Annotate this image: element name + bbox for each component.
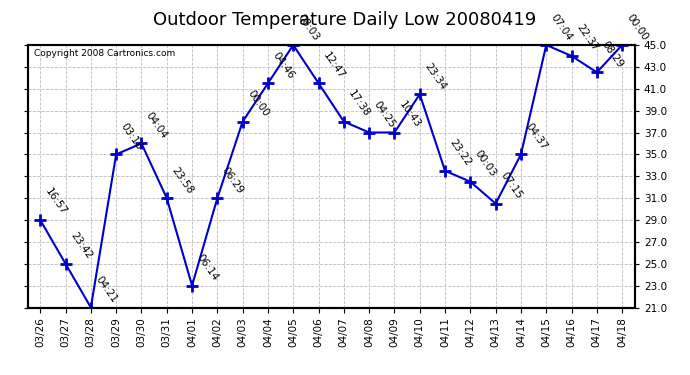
Text: 07:04: 07:04 xyxy=(549,12,574,42)
Text: 17:38: 17:38 xyxy=(346,88,372,119)
Text: 00:03: 00:03 xyxy=(473,149,498,179)
Text: 04:46: 04:46 xyxy=(270,50,296,81)
Text: 08:29: 08:29 xyxy=(600,39,625,70)
Text: 03:16: 03:16 xyxy=(119,121,144,152)
Text: 23:42: 23:42 xyxy=(68,231,94,261)
Text: 10:43: 10:43 xyxy=(397,99,423,130)
Text: 23:22: 23:22 xyxy=(448,138,473,168)
Text: 12:47: 12:47 xyxy=(322,50,347,81)
Text: 07:15: 07:15 xyxy=(498,171,524,201)
Text: Copyright 2008 Cartronics.com: Copyright 2008 Cartronics.com xyxy=(34,49,175,58)
Text: Outdoor Temperature Daily Low 20080419: Outdoor Temperature Daily Low 20080419 xyxy=(153,11,537,29)
Text: 04:25: 04:25 xyxy=(372,99,397,130)
Text: 04:37: 04:37 xyxy=(524,121,549,152)
Text: 06:29: 06:29 xyxy=(220,165,246,195)
Text: 04:04: 04:04 xyxy=(144,111,170,141)
Text: 00:00: 00:00 xyxy=(246,89,270,119)
Text: 23:58: 23:58 xyxy=(170,165,195,195)
Text: 22:37: 22:37 xyxy=(574,23,600,53)
Text: 08:03: 08:03 xyxy=(296,12,322,42)
Text: 23:34: 23:34 xyxy=(422,61,448,92)
Text: 16:57: 16:57 xyxy=(43,187,68,217)
Text: 04:21: 04:21 xyxy=(94,274,119,305)
Text: 00:00: 00:00 xyxy=(625,12,650,42)
Text: 06:14: 06:14 xyxy=(195,252,220,283)
